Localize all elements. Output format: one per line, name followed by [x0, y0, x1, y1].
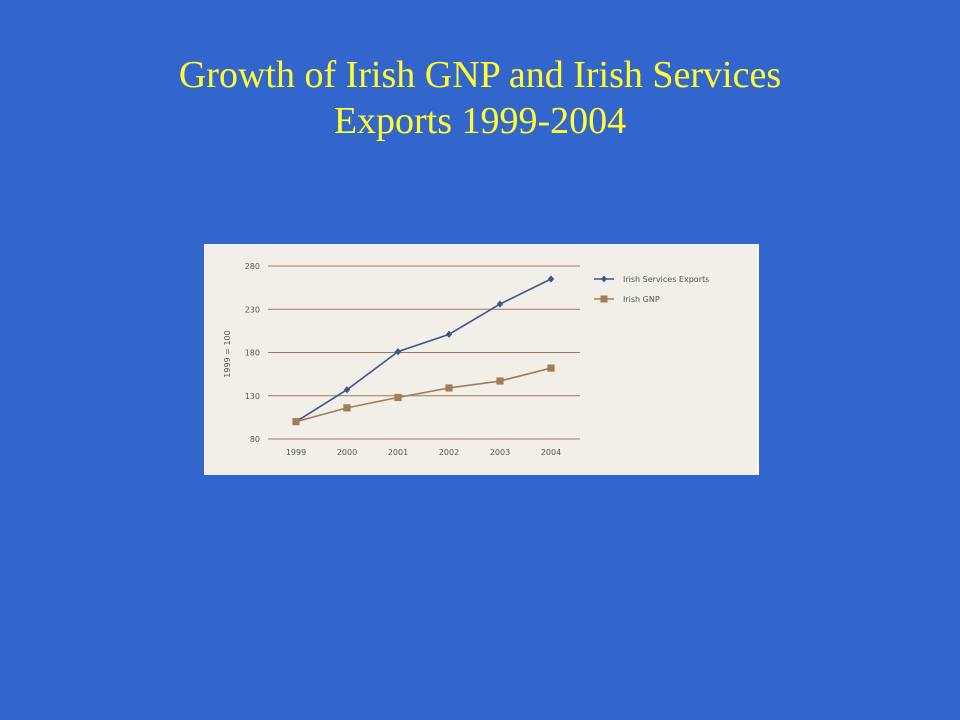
x-tick-2001: 2001 [388, 448, 408, 457]
series-line-irish-gnp [295, 367, 552, 423]
grid-layer [268, 265, 580, 440]
legend-marker-irish-gnp [600, 295, 608, 303]
chart-panel: 80 130 180 230 280 1999 2000 2001 2002 2003 2004 … [204, 244, 759, 475]
slide-title-line-2: Exports 1999-2004 [333, 100, 627, 142]
point-irish-services-exports-2000 [343, 386, 351, 394]
x-tick-2003: 2003 [490, 448, 510, 457]
point-irish-gnp-2002 [445, 384, 453, 392]
series-irish-gnp [292, 364, 555, 426]
x-tick-2002: 2002 [439, 448, 459, 457]
x-tick-2004: 2004 [541, 448, 561, 457]
point-irish-gnp-2000 [343, 404, 351, 412]
point-irish-gnp-2004 [547, 364, 555, 372]
legend-item-irish-gnp: Irish GNP [594, 295, 660, 304]
y-tick-80: 80 [250, 435, 260, 444]
x-tick-1999: 1999 [286, 448, 306, 457]
series-layer [292, 275, 555, 426]
legend-label-irish-services-exports: Irish Services Exports [623, 275, 709, 284]
point-irish-gnp-1999 [292, 418, 300, 426]
legend: Irish Services Exports Irish GNP [594, 275, 709, 304]
legend-label-irish-gnp: Irish GNP [623, 295, 660, 304]
y-tick-230: 230 [245, 305, 260, 314]
legend-marker-irish-services-exports [601, 275, 607, 283]
point-irish-gnp-2001 [394, 393, 402, 402]
series-line-irish-services-exports [295, 278, 552, 423]
series-irish-services-exports [292, 275, 555, 426]
slide-title-line-1: Growth of Irish GNP and Irish Services [178, 54, 782, 96]
y-axis-label: 1999 = 100 [223, 330, 232, 377]
y-tick-280: 280 [245, 262, 260, 271]
y-tick-180: 180 [245, 349, 260, 358]
x-tick-2000: 2000 [337, 448, 357, 457]
slide-title: Growth of Irish GNP and Irish Services E… [0, 52, 960, 144]
point-irish-services-exports-2004 [547, 275, 555, 283]
y-tick-labels: 80 130 180 230 280 [245, 262, 260, 444]
point-irish-services-exports-2003 [496, 300, 504, 308]
legend-item-irish-services-exports: Irish Services Exports [594, 275, 709, 284]
point-irish-services-exports-2002 [445, 330, 453, 338]
point-irish-gnp-2003 [496, 377, 504, 385]
x-tick-labels: 1999 2000 2001 2002 2003 2004 [286, 448, 561, 457]
y-tick-130: 130 [245, 392, 260, 401]
